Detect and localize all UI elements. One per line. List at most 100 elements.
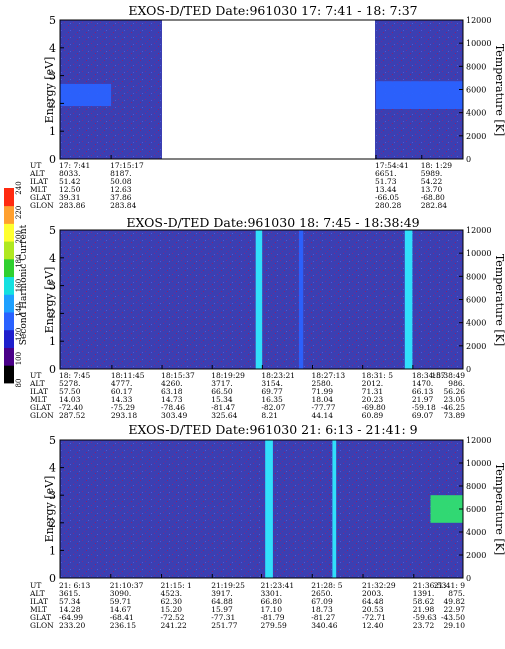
orbit-value: 2012. — [362, 379, 383, 388]
orbit-value: 71.31 — [362, 387, 383, 396]
orbit-row-label: UT — [30, 371, 41, 380]
orbit-value: 64.48 — [362, 597, 384, 606]
orbit-value: 62.30 — [161, 597, 183, 606]
y2-tick-label: 6000 — [466, 296, 486, 305]
y2-tick-label: 8000 — [466, 62, 486, 71]
orbit-value: 50.08 — [110, 177, 132, 186]
orbit-value: 21:15: 1 — [161, 581, 192, 590]
y-tick-label: 2 — [49, 307, 56, 320]
orbit-value: -68.41 — [110, 613, 134, 622]
spectrogram-feature — [430, 495, 463, 523]
orbit-row-label: ILAT — [30, 597, 48, 606]
orbit-value: -72.40 — [59, 403, 83, 412]
orbit-value: 251.77 — [211, 621, 237, 630]
y-tick-label: 5 — [49, 224, 56, 237]
spectrogram-feature — [255, 230, 263, 369]
orbit-value: -72.71 — [362, 613, 386, 622]
orbit-value: 5989. — [421, 169, 442, 178]
orbit-value: 8.21 — [261, 411, 278, 420]
orbit-value: 14.03 — [59, 395, 81, 404]
orbit-value: 14.28 — [59, 605, 81, 614]
colorbar-cell — [4, 241, 14, 260]
y-tick-label: 0 — [49, 572, 56, 585]
orbit-row-label: GLON — [30, 201, 54, 210]
y-tick-label: 0 — [49, 153, 56, 166]
orbit-value: -77.31 — [211, 613, 235, 622]
orbit-value: 1391. — [413, 589, 434, 598]
orbit-value: -72.52 — [161, 613, 185, 622]
panel-3-speckle — [60, 440, 463, 578]
orbit-value: 21.98 — [413, 605, 435, 614]
y2-tick-label: 12000 — [466, 226, 491, 235]
orbit-value: 51.42 — [59, 177, 81, 186]
colorbar-cell — [4, 258, 14, 278]
orbit-value: 13.44 — [375, 185, 397, 194]
orbit-value: 3090. — [110, 589, 131, 598]
orbit-value: 66.50 — [211, 387, 233, 396]
orbit-value: 283.86 — [59, 201, 85, 210]
orbit-row-label: UT — [30, 581, 41, 590]
y2-tick-label: 8000 — [466, 482, 486, 491]
colorbar-cell — [4, 188, 14, 207]
orbit-value: 293.18 — [111, 411, 137, 420]
orbit-row-label: UT — [30, 161, 41, 170]
y2-tick-label: 12000 — [466, 16, 491, 25]
colorbar-cell — [4, 223, 14, 242]
orbit-value: 287.52 — [59, 411, 85, 420]
orbit-value: 37.86 — [110, 193, 132, 202]
orbit-row-label: ILAT — [30, 177, 48, 186]
y2-tick-label: 4000 — [466, 319, 486, 328]
y-tick-label: 3 — [49, 280, 56, 293]
orbit-value: 17:15:17 — [110, 161, 144, 170]
y-tick-label: 3 — [49, 70, 56, 83]
orbit-value: 18:19:29 — [211, 371, 245, 380]
panel-2-title: EXOS-D/TED Date:961030 18: 7:45 - 18:38:… — [126, 215, 419, 230]
orbit-value: 12.40 — [362, 621, 384, 630]
y-tick-label: 1 — [49, 125, 56, 138]
orbit-value: -78.46 — [161, 403, 185, 412]
y2-tick-label: 6000 — [466, 505, 486, 514]
orbit-row-label: GLON — [30, 621, 54, 630]
orbit-value: 15.34 — [211, 395, 233, 404]
orbit-value: -82.07 — [261, 403, 285, 412]
colorbar-label: Second Harmonic Current — [19, 224, 29, 345]
orbit-value: 21:23:41 — [261, 581, 295, 590]
orbit-value: 303.49 — [161, 411, 187, 420]
colorbar-tick-label: 220 — [15, 206, 23, 219]
y-tick-label: 2 — [49, 97, 56, 110]
orbit-value: 18.04 — [312, 395, 334, 404]
y2-tick-label: 2000 — [466, 342, 486, 351]
orbit-value: 18:15:37 — [161, 371, 195, 380]
orbit-value: 3917. — [211, 589, 232, 598]
orbit-value: 64.88 — [211, 597, 233, 606]
orbit-value: 2650. — [311, 589, 332, 598]
orbit-value: 18:11:45 — [111, 371, 145, 380]
orbit-value: 5278. — [59, 379, 80, 388]
orbit-value: 66.13 — [412, 387, 434, 396]
y2-tick-label: 0 — [466, 574, 471, 583]
orbit-value: 63.18 — [161, 387, 183, 396]
orbit-row-label: GLAT — [30, 613, 51, 622]
y-tick-label: 1 — [49, 335, 56, 348]
spectrogram-feature — [298, 230, 304, 369]
orbit-value: 3615. — [59, 589, 80, 598]
orbit-value: 17: 7:41 — [59, 161, 90, 170]
orbit-value: 8187. — [110, 169, 131, 178]
panel-2-ylabel: Energy [eV] — [43, 267, 56, 334]
orbit-value: 21:36:53 — [413, 581, 447, 590]
y-tick-label: 4 — [49, 252, 56, 265]
orbit-value: 241.22 — [161, 621, 187, 630]
orbit-value: 4260. — [161, 379, 182, 388]
colorbar-tick-label: 140 — [15, 303, 23, 316]
y2-tick-label: 12000 — [466, 436, 491, 445]
orbit-value: 57.50 — [59, 387, 81, 396]
panel-3-title: EXOS-D/TED Date:961030 21: 6:13 - 21:41:… — [128, 422, 417, 437]
orbit-value: -81.47 — [211, 403, 235, 412]
orbit-value: 16.35 — [261, 395, 283, 404]
orbit-value: 60.17 — [111, 387, 133, 396]
orbit-row-label: ALT — [29, 589, 45, 598]
colorbar-tick-label: 120 — [15, 328, 23, 341]
y-tick-label: 4 — [49, 462, 56, 475]
orbit-value: 325.64 — [211, 411, 237, 420]
y2-tick-label: 0 — [466, 365, 471, 374]
